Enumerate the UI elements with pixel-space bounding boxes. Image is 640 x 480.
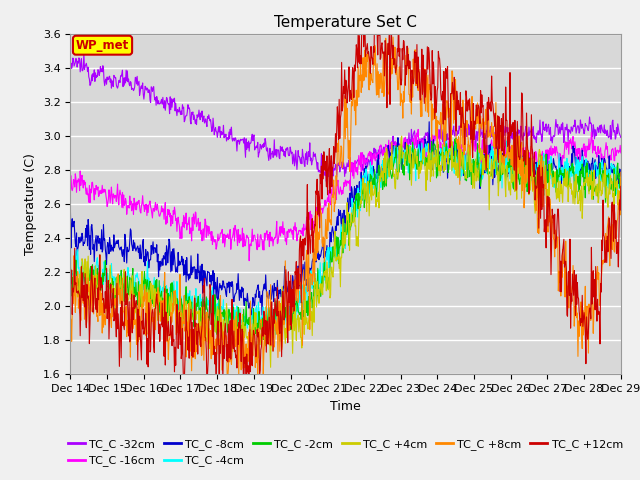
Text: WP_met: WP_met bbox=[76, 39, 129, 52]
Y-axis label: Temperature (C): Temperature (C) bbox=[24, 153, 37, 255]
Legend: TC_C -32cm, TC_C -16cm, TC_C -8cm, TC_C -4cm, TC_C -2cm, TC_C +4cm, TC_C +8cm, T: TC_C -32cm, TC_C -16cm, TC_C -8cm, TC_C … bbox=[64, 434, 627, 471]
Title: Temperature Set C: Temperature Set C bbox=[274, 15, 417, 30]
X-axis label: Time: Time bbox=[330, 400, 361, 413]
